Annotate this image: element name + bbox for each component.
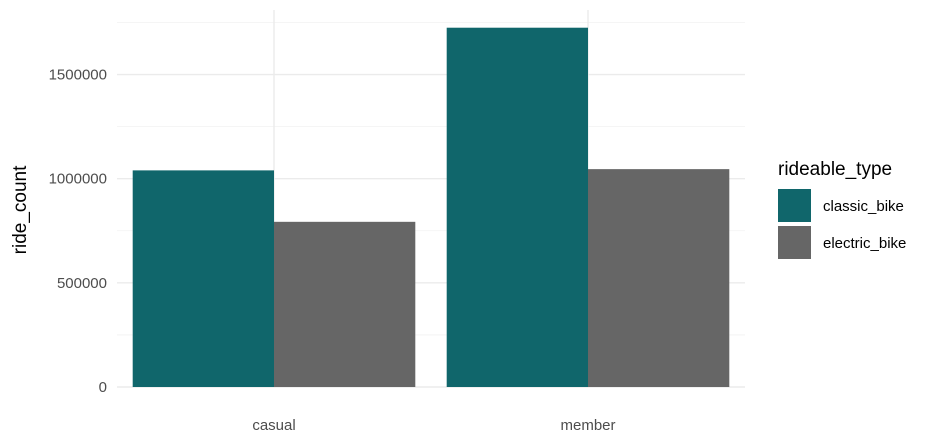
y-axis-ticks: 0 500000 1000000 1500000 bbox=[49, 67, 107, 396]
bar-electric_bike-member bbox=[588, 169, 730, 387]
y-axis-title: ride_count bbox=[10, 165, 31, 254]
x-tick-label: casual bbox=[252, 417, 295, 434]
x-tick-label: member bbox=[560, 417, 615, 434]
bar-electric_bike-casual bbox=[274, 221, 416, 387]
legend-label: classic_bike bbox=[823, 198, 904, 215]
y-tick-label: 0 bbox=[99, 379, 107, 396]
legend-key-electric_bike bbox=[778, 226, 811, 259]
y-tick-label: 1000000 bbox=[49, 171, 107, 188]
y-tick-label: 500000 bbox=[57, 275, 107, 292]
bar-classic_bike-member bbox=[446, 27, 588, 388]
legend: rideable_type classic_bike electric_bike bbox=[778, 159, 906, 259]
legend-label: electric_bike bbox=[823, 235, 906, 252]
legend-key-classic_bike bbox=[778, 189, 811, 222]
bar-classic_bike-casual bbox=[132, 170, 274, 387]
legend-title: rideable_type bbox=[778, 159, 892, 180]
x-axis-ticks: casual member bbox=[252, 417, 615, 434]
y-tick-label: 1500000 bbox=[49, 67, 107, 84]
bars bbox=[132, 27, 730, 388]
